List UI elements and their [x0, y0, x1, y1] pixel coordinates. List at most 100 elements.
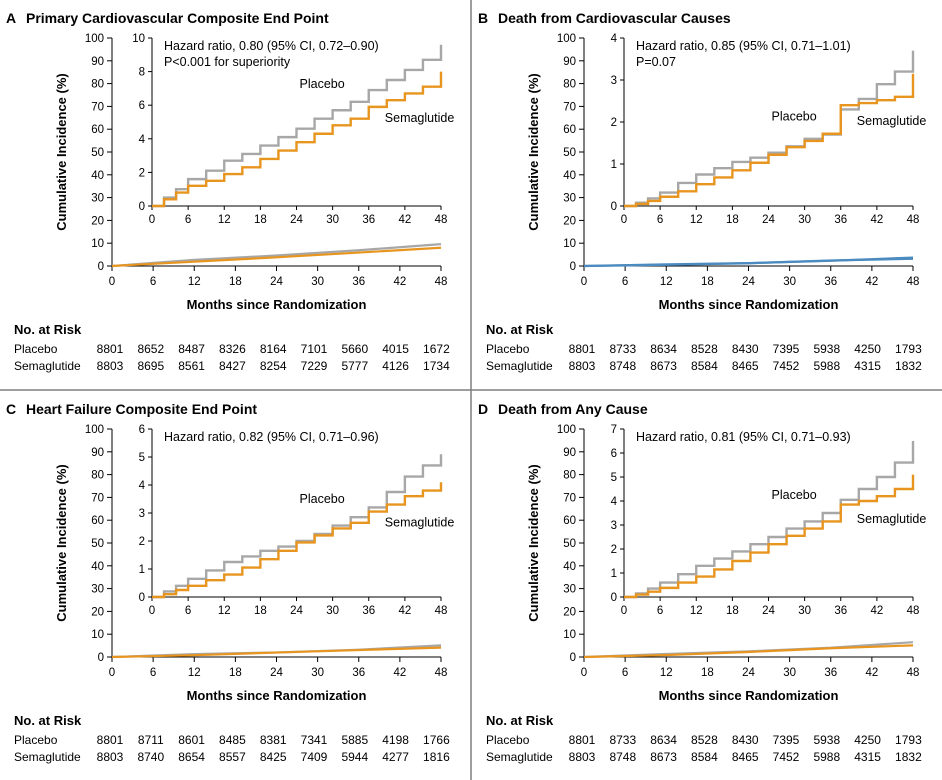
at-risk-value: 8652	[137, 342, 164, 356]
inset-y-tick-label: 4	[139, 480, 146, 492]
inset-x-tick-label: 0	[149, 605, 155, 617]
inset-x-tick-label: 18	[254, 605, 267, 617]
x-tick-label: 12	[188, 276, 201, 288]
inset-y-tick-label: 4	[611, 33, 618, 45]
at-risk-value: 8425	[260, 750, 287, 764]
inset-x-tick-label: 36	[834, 605, 847, 617]
series-label-placebo: Placebo	[300, 77, 345, 91]
outer-y-tick-label: 100	[85, 424, 104, 436]
outer-y-tick-label: 100	[85, 33, 104, 45]
hazard-ratio-text: Hazard ratio, 0.80 (95% CI, 0.72–0.90)	[164, 39, 379, 53]
inset-y-tick-label: 0	[611, 592, 617, 604]
x-tick-label: 18	[701, 667, 714, 679]
outer-y-tick-label: 20	[563, 215, 576, 227]
inset-x-tick-label: 42	[398, 214, 411, 226]
panel-title: Primary Cardiovascular Composite End Poi…	[26, 10, 329, 26]
inset-y-tick-label: 2	[139, 536, 145, 548]
panel-letter: C	[6, 401, 16, 417]
x-tick-label: 48	[435, 276, 448, 288]
at-risk-value: 8465	[732, 359, 759, 373]
x-tick-label: 12	[660, 667, 673, 679]
at-risk-value: 8801	[97, 733, 124, 747]
y-axis-title: Cumulative Incidence (%)	[54, 73, 69, 230]
at-risk-value: 8654	[178, 750, 205, 764]
inset-series-line-semaglutide	[152, 482, 443, 599]
x-tick-label: 36	[824, 276, 837, 288]
inset-x-tick-label: 24	[762, 214, 775, 226]
at-risk-value: 8381	[260, 733, 287, 747]
at-risk-value: 1793	[895, 342, 922, 356]
at-risk-value: 8801	[97, 342, 124, 356]
at-risk-value: 8430	[732, 342, 759, 356]
outer-y-tick-label: 10	[91, 629, 104, 641]
at-risk-value: 8803	[97, 750, 124, 764]
inset-x-tick-label: 30	[798, 214, 811, 226]
outer-y-tick-label: 100	[557, 424, 576, 436]
outer-series-line-semaglutide	[111, 646, 442, 659]
x-tick-label: 18	[701, 276, 714, 288]
inset-y-tick-label: 2	[611, 117, 617, 129]
outer-y-tick-label: 0	[98, 652, 104, 664]
series-label-placebo: Placebo	[772, 110, 817, 124]
inset-x-tick-label: 18	[726, 214, 739, 226]
at-risk-value: 8584	[691, 750, 718, 764]
inset-y-tick-label: 2	[139, 167, 145, 179]
at-risk-value: 4126	[382, 359, 409, 373]
inset-y-tick-label: 0	[139, 201, 145, 213]
at-risk-value: 1672	[423, 342, 450, 356]
x-tick-label: 12	[660, 276, 673, 288]
at-risk-value: 5938	[813, 342, 840, 356]
inset-y-tick-label: 0	[611, 201, 617, 213]
at-risk-row-label: Placebo	[14, 342, 58, 356]
outer-y-tick-label: 60	[91, 124, 104, 136]
inset-x-tick-label: 24	[290, 605, 303, 617]
outer-y-tick-label: 40	[563, 561, 576, 573]
at-risk-value: 1734	[423, 359, 450, 373]
inset-x-tick-label: 12	[690, 214, 703, 226]
outer-y-tick-label: 60	[91, 515, 104, 527]
at-risk-value: 8561	[178, 359, 205, 373]
outer-y-tick-label: 60	[563, 515, 576, 527]
outer-y-tick-label: 70	[91, 101, 104, 113]
at-risk-value: 8485	[219, 733, 246, 747]
at-risk-value: 8803	[97, 359, 124, 373]
x-tick-label: 42	[393, 276, 406, 288]
at-risk-value: 8487	[178, 342, 205, 356]
at-risk-value: 8801	[569, 733, 596, 747]
at-risk-value: 1766	[423, 733, 450, 747]
x-tick-label: 42	[393, 667, 406, 679]
outer-y-tick-label: 30	[563, 193, 576, 205]
inset-x-tick-label: 42	[398, 605, 411, 617]
at-risk-value: 8803	[569, 359, 596, 373]
inset-x-tick-label: 42	[870, 605, 883, 617]
panel-a: A Primary Cardiovascular Composite End Po…	[6, 10, 454, 373]
inset-y-tick-label: 10	[132, 33, 145, 45]
outer-y-tick-label: 60	[563, 124, 576, 136]
inset-y-tick-label: 7	[611, 424, 617, 436]
x-tick-label: 30	[783, 667, 796, 679]
outer-y-tick-label: 70	[91, 492, 104, 504]
outer-y-tick-label: 70	[563, 492, 576, 504]
at-risk-value: 8673	[650, 359, 677, 373]
series-label-placebo: Placebo	[300, 492, 345, 506]
hazard-ratio-text: Hazard ratio, 0.82 (95% CI, 0.71–0.96)	[164, 430, 379, 444]
outer-y-tick-label: 0	[98, 261, 104, 273]
at-risk-value: 8733	[609, 733, 636, 747]
inset-y-tick-label: 4	[139, 134, 146, 146]
outer-series-line-placebo	[111, 243, 442, 268]
inset-y-tick-label: 2	[611, 544, 617, 556]
x-tick-label: 0	[581, 276, 587, 288]
x-tick-label: 6	[622, 667, 628, 679]
outer-y-tick-label: 20	[563, 606, 576, 618]
at-risk-value: 7341	[301, 733, 328, 747]
at-risk-value: 7101	[301, 342, 328, 356]
at-risk-value: 5988	[813, 359, 840, 373]
outer-y-tick-label: 50	[563, 538, 576, 550]
outer-y-tick-label: 50	[91, 147, 104, 159]
series-label-semaglutide: Semaglutide	[385, 111, 455, 125]
inset-x-tick-label: 0	[149, 214, 155, 226]
hazard-ratio-text: Hazard ratio, 0.85 (95% CI, 0.71–1.01)	[636, 39, 851, 53]
outer-y-tick-label: 20	[91, 606, 104, 618]
x-tick-label: 24	[742, 276, 755, 288]
inset-x-tick-label: 12	[218, 214, 231, 226]
